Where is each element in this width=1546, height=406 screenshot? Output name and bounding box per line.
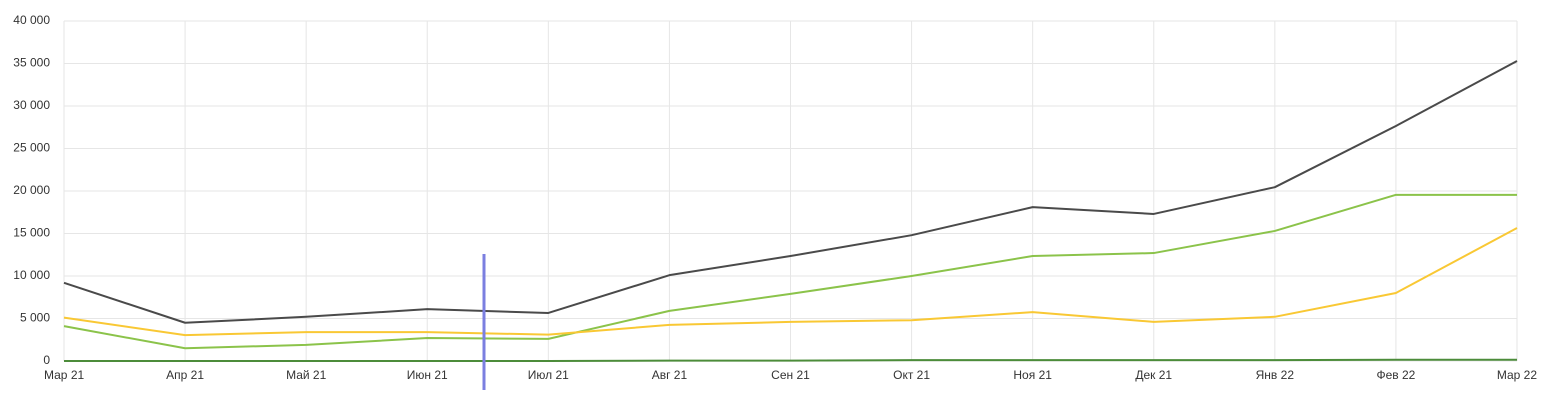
y-tick-label: 30 000 xyxy=(13,98,50,112)
series-line xyxy=(64,358,1517,362)
y-tick-label: 5 000 xyxy=(20,311,50,325)
x-tick-label: Май 21 xyxy=(286,368,327,382)
y-tick-label: 25 000 xyxy=(13,141,50,155)
x-tick-label: Мар 21 xyxy=(44,368,84,382)
x-tick-label: Авг 21 xyxy=(652,368,688,382)
x-tick-label: Июн 21 xyxy=(407,368,448,382)
y-tick-label: 20 000 xyxy=(13,183,50,197)
y-tick-label: 0 xyxy=(43,353,50,367)
x-tick-label: Апр 21 xyxy=(166,368,204,382)
x-tick-label: Янв 22 xyxy=(1256,368,1295,382)
x-tick-label: Окт 21 xyxy=(893,368,930,382)
x-tick-label: Сен 21 xyxy=(771,368,810,382)
y-tick-label: 40 000 xyxy=(13,13,50,27)
x-tick-label: Ноя 21 xyxy=(1013,368,1052,382)
grid: 0 5 000 10 000 15 000 20 000 25 000 30 000 35 0… xyxy=(13,13,1537,382)
lines xyxy=(63,60,1518,362)
x-tick-label: Фев 22 xyxy=(1376,368,1415,382)
x-tick-label: Мар 22 xyxy=(1497,368,1537,382)
series-line xyxy=(63,227,1518,337)
y-tick-label: 35 000 xyxy=(13,56,50,70)
y-tick-label: 15 000 xyxy=(13,226,50,240)
series-line xyxy=(63,193,1517,350)
x-tick-label: Июл 21 xyxy=(528,368,569,382)
series-line xyxy=(63,60,1518,324)
y-tick-label: 10 000 xyxy=(13,268,50,282)
x-tick-label: Дек 21 xyxy=(1135,368,1172,382)
